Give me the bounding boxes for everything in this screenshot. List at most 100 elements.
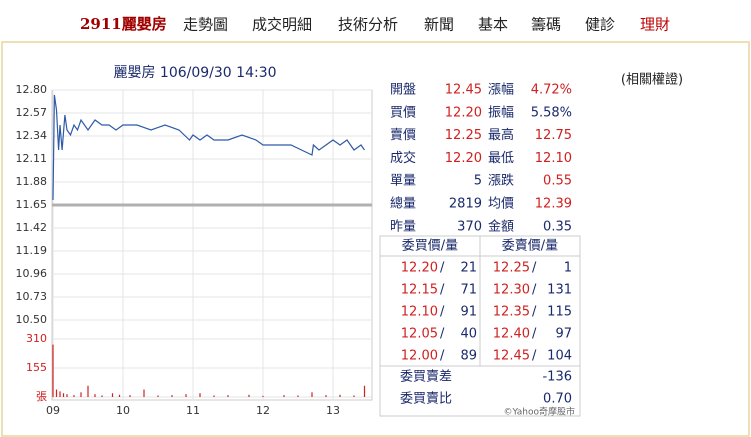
quote-value: 5.58% (531, 105, 572, 120)
quote-label: 振幅 (488, 105, 514, 120)
volume-bar (94, 394, 96, 397)
volume-bar (325, 395, 327, 397)
x-tick-label: 09 (46, 404, 60, 417)
bid-volume: 89 (460, 349, 477, 364)
ask-price: 12.40 (493, 327, 530, 342)
summary-value: 0.70 (543, 392, 572, 407)
summary-value: -136 (542, 370, 572, 385)
quote-value: 0.55 (543, 174, 572, 189)
volume-bar (297, 395, 299, 397)
separator: / (440, 283, 445, 298)
quote-value: 12.39 (535, 197, 572, 212)
nav-link[interactable]: 籌碼 (531, 16, 561, 34)
volume-bar (66, 394, 68, 397)
nav-link[interactable]: 2911麗嬰房 (80, 15, 167, 33)
footer: ©Yahoo奇摩股市 (504, 406, 576, 418)
volume-bar (363, 385, 366, 397)
quote-label: 漲幅 (488, 83, 514, 98)
summary-label: 委買賣差 (400, 370, 452, 385)
y-tick-label: 12.11 (16, 152, 48, 165)
volume-bar (73, 395, 75, 397)
volume-bar (227, 395, 229, 397)
quote-label: 均價 (488, 197, 514, 212)
nav-link[interactable]: 走勢圖 (183, 16, 228, 34)
ask-price: 12.35 (493, 305, 530, 320)
volume-bar (248, 394, 250, 397)
volume-bar (157, 395, 159, 397)
separator: / (532, 327, 537, 342)
quote-value: 12.45 (445, 83, 482, 98)
bid-price: 12.15 (401, 283, 438, 298)
y-tick-label: 11.19 (16, 244, 48, 257)
volume-bar (311, 392, 313, 397)
y-tick-label: 155 (26, 361, 47, 374)
y-tick-label: 12.34 (16, 129, 48, 142)
y-tick-label: 10.73 (16, 290, 48, 303)
y-tick-label: 11.88 (16, 175, 48, 188)
nav-link[interactable]: 健診 (585, 16, 615, 34)
quote-value: 2819 (449, 197, 482, 212)
related-link[interactable]: (相關權證) (621, 72, 683, 88)
ask-price: 12.25 (493, 261, 530, 276)
y-tick-label: 12.80 (16, 83, 48, 96)
ask-volume: 104 (547, 349, 572, 364)
separator: / (532, 261, 537, 276)
quote-label: 總量 (390, 196, 416, 212)
bid-volume: 21 (460, 261, 477, 276)
y-tick-label: 11.65 (16, 198, 48, 211)
ask-price: 12.45 (493, 349, 530, 364)
ask-volume: 131 (547, 283, 572, 298)
ask-volume: 97 (555, 327, 572, 342)
quote-label: 最低 (488, 151, 514, 166)
ask-price: 12.30 (493, 283, 530, 298)
volume-bar (199, 393, 201, 397)
x-tick-label: 12 (256, 404, 270, 417)
volume-bar (213, 395, 215, 397)
order-book-header: 委賣價/量 (502, 239, 558, 254)
quote-value: 12.75 (535, 128, 572, 143)
volume-bar (171, 395, 173, 397)
quote-label: 買價 (390, 105, 416, 120)
y-tick-label: 11.42 (16, 221, 48, 234)
quote-value: 12.25 (445, 128, 482, 143)
quote-value: 4.72% (531, 83, 572, 98)
volume-bar (185, 394, 187, 397)
quote-value: 12.20 (445, 105, 482, 120)
quote-value: 0.35 (543, 219, 572, 234)
bid-price: 12.10 (401, 305, 438, 320)
nav-link[interactable]: 基本 (478, 16, 508, 34)
quote-label: 最高 (488, 127, 514, 143)
quote-label: 開盤 (390, 83, 416, 98)
separator: / (532, 349, 537, 364)
nav-link[interactable]: 成交明細 (252, 16, 312, 34)
volume-bar (143, 389, 145, 397)
volume-bar (52, 344, 54, 397)
quote-label: 昨量 (390, 219, 416, 234)
y-tick-label: 張 (36, 390, 47, 403)
quote-value: 370 (457, 219, 482, 234)
bid-price: 12.00 (401, 349, 438, 364)
quote-label: 漲跌 (488, 173, 514, 189)
volume-bar (80, 392, 82, 397)
separator: / (532, 283, 537, 298)
separator: / (440, 327, 445, 342)
quote-label: 金額 (488, 218, 514, 234)
volume-bar (59, 391, 61, 397)
quote-label: 單量 (390, 174, 416, 189)
nav-link[interactable]: 新聞 (424, 16, 454, 34)
nav-link[interactable]: 理財 (640, 16, 670, 34)
nav-link[interactable]: 技術分析 (338, 16, 398, 34)
bid-volume: 71 (460, 283, 477, 298)
volume-bar (62, 393, 65, 397)
ask-volume: 1 (564, 261, 572, 276)
bid-price: 12.20 (401, 261, 438, 276)
price-line (52, 94, 365, 201)
quote-value: 5 (474, 174, 482, 189)
y-tick-label: 10.96 (16, 267, 48, 280)
volume-bar (111, 393, 114, 397)
separator: / (440, 305, 445, 320)
separator: / (440, 261, 445, 276)
y-tick-label: 10.50 (16, 313, 48, 326)
quote-label: 賣價 (390, 128, 416, 143)
